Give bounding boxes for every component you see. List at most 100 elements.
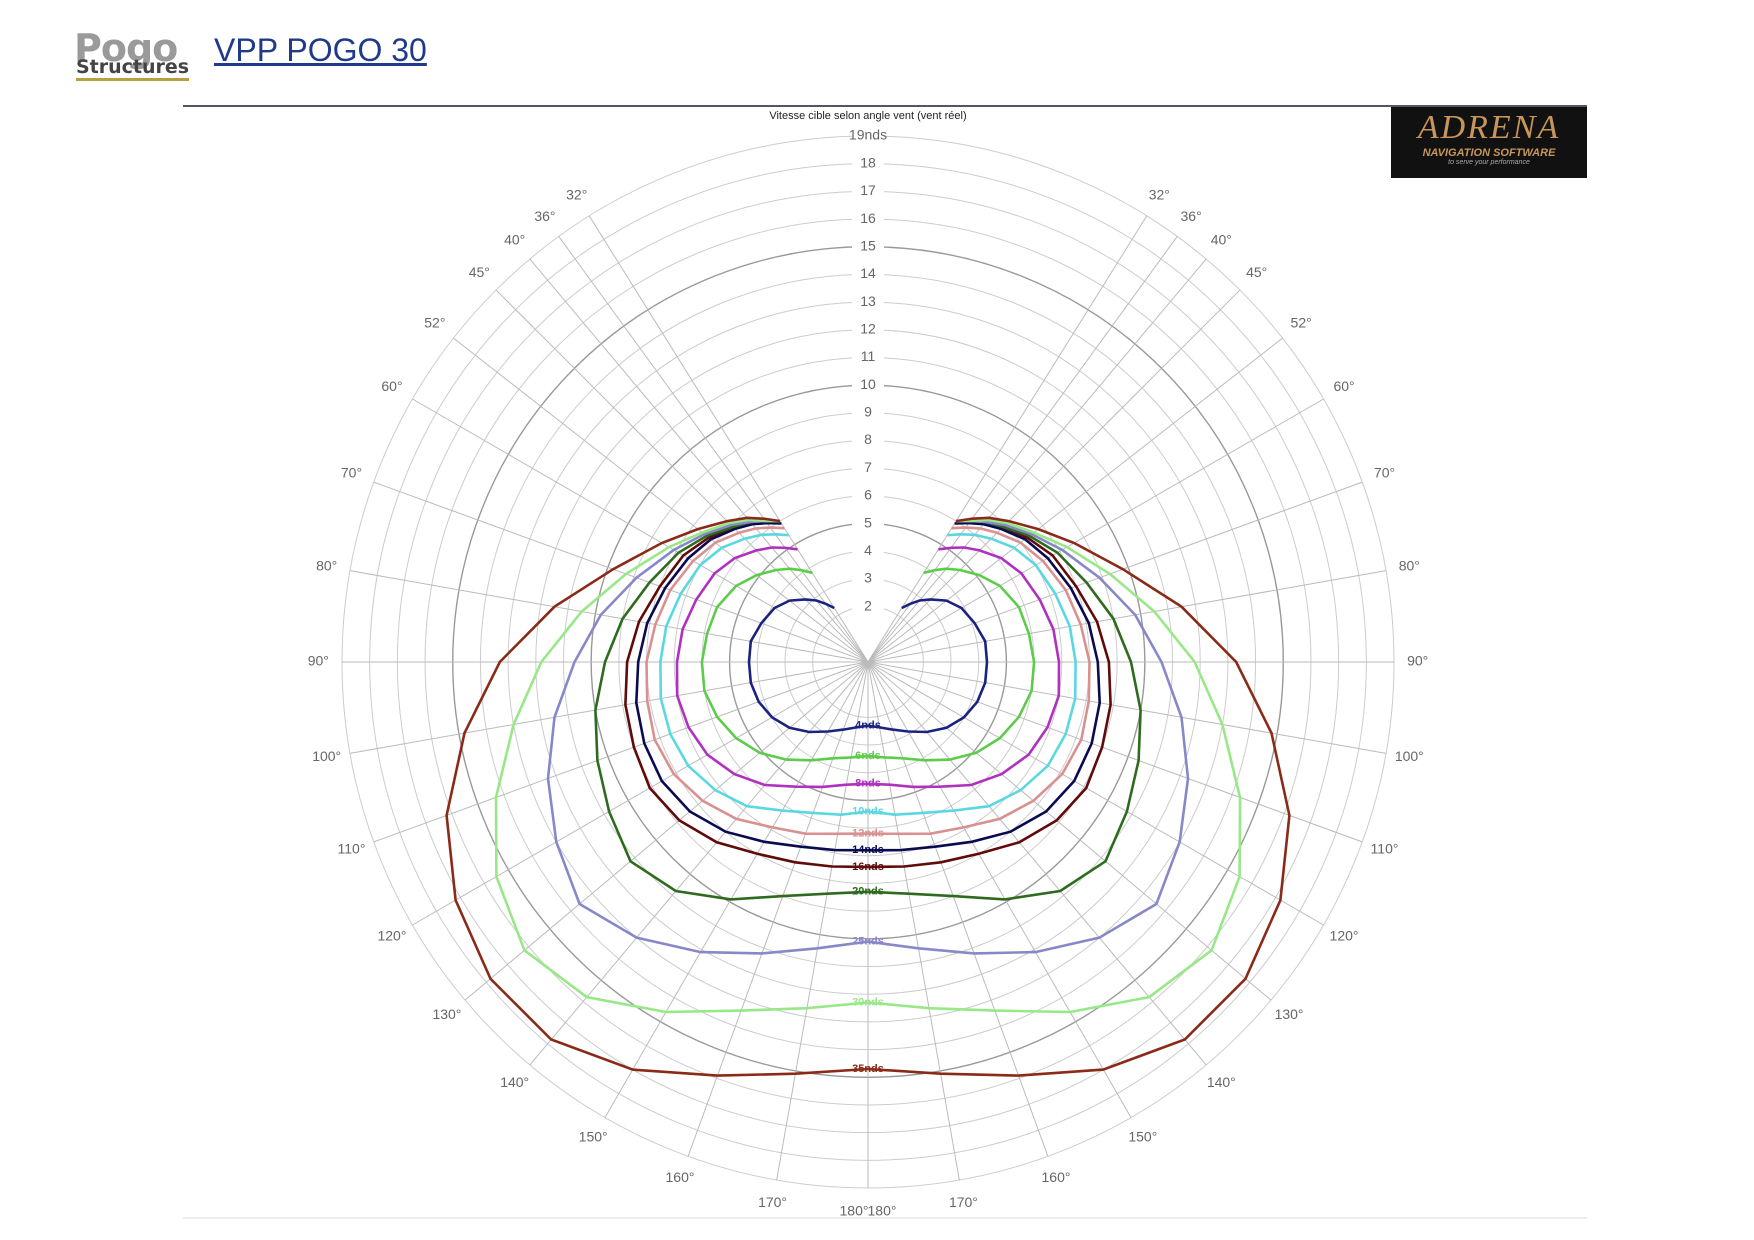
- tick-label-bg: [852, 570, 884, 587]
- polar-line: [546, 519, 869, 955]
- spoke: [867, 661, 1207, 1066]
- spoke: [464, 661, 869, 1001]
- r-tick-label: 4: [864, 542, 872, 558]
- polar-line: [867, 526, 1091, 836]
- angle-label: 90°: [308, 653, 329, 669]
- r-tick-label: 18: [860, 154, 876, 170]
- spoke: [558, 236, 869, 663]
- polar-line: [675, 546, 869, 789]
- angle-label: 60°: [1333, 378, 1354, 394]
- spoke: [867, 258, 1207, 663]
- spoke: [776, 661, 869, 1181]
- spoke: [867, 661, 1363, 843]
- tick-label-bg: [852, 404, 884, 421]
- series-label: 30nds: [852, 996, 884, 1008]
- polar-line: [867, 546, 1061, 789]
- tick-label-bg: [852, 266, 884, 283]
- polar-line: [867, 567, 1036, 762]
- r-tick-label: 17: [860, 182, 876, 198]
- r-tick-label: 6: [864, 487, 872, 503]
- tick-label-bg: [852, 349, 884, 366]
- adrena-name: ADRENA: [1417, 109, 1561, 146]
- angle-label: 52°: [424, 314, 445, 330]
- series-label: 4nds: [855, 720, 881, 732]
- angle-label: 130°: [432, 1006, 461, 1022]
- r-tick-label: 2: [864, 597, 872, 613]
- r-tick-label: 16: [860, 210, 876, 226]
- spoke: [867, 661, 1324, 926]
- polar-line: [867, 516, 1291, 1077]
- spoke: [867, 337, 1283, 663]
- tick-label-bg: [852, 294, 884, 311]
- angle-label: 80°: [1399, 557, 1420, 573]
- angle-label: 45°: [1246, 264, 1267, 280]
- spoke: [412, 661, 869, 926]
- angle-label: 100°: [1395, 748, 1424, 764]
- spoke: [867, 236, 1178, 663]
- series-label: 25nds: [852, 936, 884, 948]
- polar-line: [659, 532, 869, 817]
- polar-line: [747, 598, 869, 734]
- adrena-logo: ADRENA NAVIGATION SOFTWARE to serve your…: [1391, 107, 1587, 178]
- r-tick-label: 11: [861, 348, 876, 364]
- polar-line: [634, 521, 869, 852]
- spoke: [867, 661, 960, 1181]
- tick-label-bg: [852, 543, 884, 560]
- polar-line: [867, 521, 1102, 852]
- tick-label-bg: [852, 377, 884, 394]
- angle-label: 90°: [1407, 653, 1428, 669]
- tick-label-bg: [852, 128, 884, 144]
- angle-label: 150°: [579, 1129, 608, 1145]
- tick-label-bg: [852, 432, 884, 449]
- polar-line: [594, 519, 869, 901]
- series-label: 16nds: [852, 861, 884, 873]
- angle-label: 150°: [1128, 1129, 1157, 1145]
- angle-label: 120°: [377, 928, 406, 944]
- angle-label: 70°: [1374, 465, 1395, 481]
- tick-label-bg: [852, 321, 884, 338]
- angle-label: 80°: [316, 557, 337, 573]
- polar-line: [867, 519, 1190, 955]
- tick-label-bg: [852, 155, 884, 172]
- angle-label: 180°: [868, 1202, 897, 1218]
- page-title: VPP POGO 30: [214, 32, 427, 68]
- r-tick-label: 12: [860, 320, 876, 336]
- r-tick-label: 14: [860, 265, 876, 281]
- chart-title: Vitesse cible selon angle vent (vent rée…: [769, 110, 966, 122]
- spoke: [349, 661, 869, 754]
- angle-label: 32°: [566, 187, 587, 203]
- series-label: 6nds: [855, 750, 881, 762]
- spoke: [604, 661, 869, 1118]
- r-tick-label: 19nds: [849, 127, 887, 143]
- logo-structures: Structures: [76, 56, 190, 81]
- spoke: [588, 215, 869, 663]
- tick-label-bg: [852, 487, 884, 504]
- angle-label: 32°: [1149, 187, 1170, 203]
- spoke: [867, 661, 1049, 1157]
- spoke: [867, 661, 1132, 1118]
- spoke: [867, 661, 1387, 754]
- spoke: [412, 398, 869, 663]
- r-tick-label: 9: [864, 404, 872, 420]
- polar-line: [867, 519, 1142, 901]
- angle-label: 110°: [338, 841, 366, 857]
- spoke: [453, 337, 869, 663]
- series-label: 10nds: [852, 805, 884, 817]
- series-label: 8nds: [855, 778, 881, 790]
- angle-label: 160°: [1042, 1169, 1071, 1185]
- r-tick-label: 7: [864, 459, 872, 475]
- polar-line: [867, 532, 1077, 817]
- spoke: [373, 661, 869, 843]
- spoke: [373, 481, 869, 663]
- polar-line: [867, 598, 989, 734]
- series-label: 20nds: [852, 886, 884, 898]
- series-label: 35nds: [852, 1063, 884, 1075]
- tick-label-bg: [852, 460, 884, 477]
- angle-label: 36°: [1181, 208, 1202, 224]
- tick-label-bg: [852, 211, 884, 228]
- angle-label: 120°: [1330, 928, 1359, 944]
- spoke: [867, 661, 1272, 1001]
- polar-line: [700, 567, 869, 762]
- angle-label: 70°: [341, 465, 362, 481]
